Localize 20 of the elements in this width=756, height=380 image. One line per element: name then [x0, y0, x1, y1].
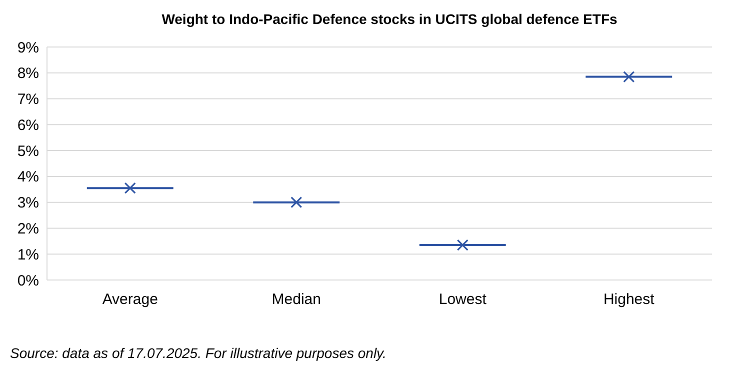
point [124, 182, 136, 194]
y-tick-label: 2% [17, 220, 39, 238]
y-tick-label: 4% [17, 168, 39, 186]
point [456, 239, 468, 251]
y-tick-label: 3% [17, 194, 39, 212]
x-tick-label: Highest [603, 291, 656, 308]
y-tick-label: 9% [17, 39, 39, 56]
y-tick-label: 5% [17, 142, 39, 160]
y-tick-label: 0% [17, 272, 39, 290]
y-tick-label: 1% [17, 246, 39, 264]
point [623, 70, 635, 83]
x-tick-label: Lowest [438, 291, 488, 308]
y-tick-label: 6% [17, 116, 39, 134]
source-note: Source: data as of 17.07.2025. For illustrative purposes only. [10, 345, 386, 361]
y-tick-label: 7% [17, 91, 39, 108]
point [290, 196, 302, 208]
chart-title: Weight to Indo-Pacific Defence stocks in UCITS global defence ETFs [162, 11, 618, 27]
x-tick-label: Median [272, 291, 321, 308]
y-tick-label: 8% [17, 65, 39, 82]
x-tick-label: Average [102, 291, 158, 308]
